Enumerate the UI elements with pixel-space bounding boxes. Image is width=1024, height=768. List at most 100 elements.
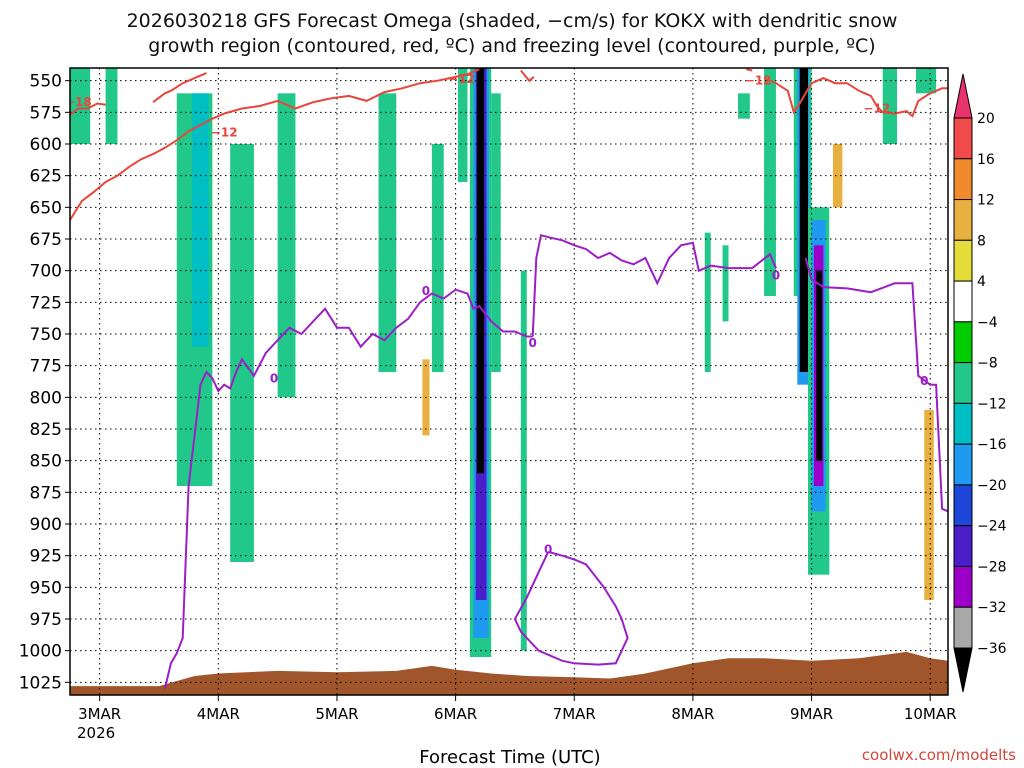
snow-growth-contour-segment-1 <box>152 72 207 103</box>
y-tick-label: 650 <box>30 198 62 218</box>
y-tick-label: 825 <box>30 420 62 440</box>
omega-region-36 <box>861 118 877 195</box>
credit-text: coolwx.com/modelts <box>862 746 1016 764</box>
colorbar-swatch <box>953 402 973 445</box>
y-tick-label: 700 <box>30 262 62 282</box>
omega-region-39 <box>908 473 919 600</box>
colorbar-cap-bottom <box>953 647 973 693</box>
omega-region-25 <box>764 68 776 296</box>
omega-region-43 <box>936 422 948 600</box>
colorbar-label: −28 <box>977 559 1007 575</box>
omega-region-22 <box>722 245 729 322</box>
colorbar-label: 12 <box>977 193 995 209</box>
omega-region-1 <box>105 68 118 144</box>
y-tick-label: 575 <box>30 103 62 123</box>
colorbar-label: −20 <box>977 478 1007 494</box>
freezing-level-label: 0 <box>920 374 928 388</box>
colorbar-cap-top <box>953 73 973 119</box>
plot-area: −18 −12 −12 −12 −12 0 0 0 0 0 0 <box>69 67 949 696</box>
omega-region-17 <box>491 93 501 372</box>
x-year-label: 2026 <box>77 724 115 742</box>
snow-growth-label: −12 <box>863 101 890 115</box>
x-tick-label: 7MAR <box>553 705 596 723</box>
x-tick-label: 8MAR <box>671 705 714 723</box>
omega-region-24 <box>737 93 750 119</box>
colorbar-swatch <box>953 606 973 649</box>
colorbar-swatch <box>953 362 973 404</box>
omega-region-35 <box>832 144 843 208</box>
colorbar-label: −24 <box>977 519 1007 535</box>
omega-region-23 <box>728 68 741 398</box>
x-tick-label: 6MAR <box>434 705 477 723</box>
y-tick-label: 850 <box>30 452 62 472</box>
colorbar-label: −16 <box>977 437 1007 453</box>
chart-title-line2: growth region (contoured, red, ºC) and f… <box>148 35 875 57</box>
x-axis: 3MAR 4MAR 5MAR 6MAR 7MAR 8MAR 9MAR 10MAR <box>78 695 957 723</box>
omega-region-7 <box>378 93 397 372</box>
y-tick-label: 925 <box>30 547 62 567</box>
snow-growth-label: −12 <box>211 125 238 139</box>
y-tick-label: 900 <box>30 515 62 535</box>
omega-region-37 <box>882 68 897 144</box>
colorbar-label: −12 <box>977 396 1007 412</box>
y-axis: 550 575 600 625 650 675 700 725 750 775 800 825 850 8… <box>19 72 70 693</box>
chart-title-line1: 2026030218 GFS Forecast Omega (shaded, −… <box>127 10 898 32</box>
colorbar-swatch <box>953 565 973 608</box>
snow-growth-label: −12 <box>448 72 475 86</box>
colorbar-swatch <box>953 158 973 201</box>
omega-region-4 <box>230 144 254 562</box>
y-tick-label: 675 <box>30 230 62 250</box>
omega-region-38 <box>900 334 909 524</box>
omega-region-19 <box>520 270 527 651</box>
freezing-level-label: 0 <box>422 284 430 298</box>
omega-region-33 <box>816 270 823 461</box>
terrain-area <box>70 651 948 695</box>
y-tick-label: 875 <box>30 483 62 503</box>
colorbar-swatch <box>953 199 973 241</box>
colorbar: 20 16 12 8 4 −4 −8 −12 −16 −20 −24 −28 −32 −36 <box>953 73 1007 693</box>
colorbar-label: 4 <box>977 274 986 290</box>
plot-border <box>69 67 949 696</box>
omega-region-5 <box>277 93 296 398</box>
colorbar-swatch <box>953 280 973 323</box>
colorbar-label: −32 <box>977 600 1007 616</box>
freezing-level-contour-3 <box>513 550 629 666</box>
omega-region-3 <box>192 93 209 347</box>
colorbar-swatch <box>953 117 973 160</box>
colorbar-label: 8 <box>977 233 986 249</box>
terrain <box>70 651 948 695</box>
omega-region-11 <box>443 296 454 398</box>
freezing-level-label: 0 <box>529 336 537 350</box>
y-tick-label: 1025 <box>19 673 62 693</box>
omega-region-42 <box>924 410 934 600</box>
colorbar-swatch <box>953 239 973 282</box>
x-tick-label: 4MAR <box>197 705 240 723</box>
omega-region-10 <box>431 144 444 372</box>
omega-region-12 <box>457 68 468 182</box>
snow-growth-label: −12 <box>745 73 772 87</box>
colorbar-label: −8 <box>977 356 998 372</box>
snow-growth-contour-segment-3 <box>746 68 753 72</box>
colorbar-label: −4 <box>977 315 998 331</box>
colorbar-swatch <box>953 321 973 364</box>
omega-region-21 <box>704 232 711 372</box>
y-tick-label: 550 <box>30 72 62 92</box>
y-tick-label: 1000 <box>19 642 62 662</box>
omega-region-6 <box>336 144 347 296</box>
omega-region-0 <box>70 68 91 144</box>
freezing-level-contour-1 <box>531 233 777 337</box>
y-tick-label: 725 <box>30 293 62 313</box>
omega-region-26 <box>778 144 786 410</box>
contours: −18 −12 −12 −12 −12 0 0 0 0 0 0 <box>70 68 948 689</box>
colorbar-label: −36 <box>977 641 1007 657</box>
colorbar-swatch <box>953 443 973 486</box>
colorbar-label: 16 <box>977 152 995 168</box>
omega-region-18 <box>503 169 521 347</box>
x-tick-label: 9MAR <box>790 705 833 723</box>
freezing-level-contour-0 <box>163 288 533 689</box>
x-axis-label: Forecast Time (UTC) <box>419 747 600 768</box>
y-tick-label: 600 <box>30 135 62 155</box>
freezing-level-contour-2 <box>804 257 948 513</box>
snow-growth-contour-segment-2 <box>520 69 535 83</box>
